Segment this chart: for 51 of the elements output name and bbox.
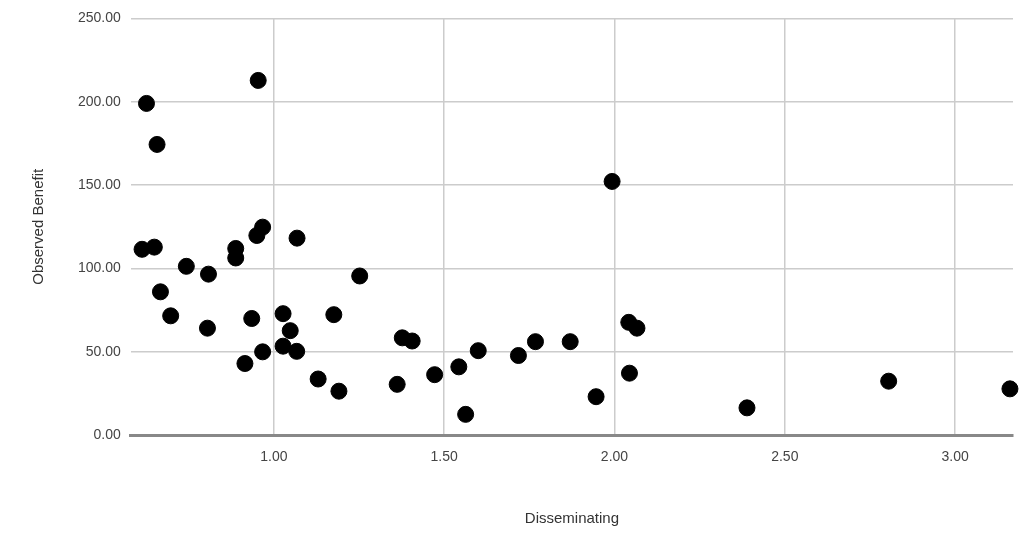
y-tick-label: 150.00 xyxy=(77,175,122,192)
y-tick-label: 50.00 xyxy=(85,342,122,359)
point xyxy=(177,257,195,275)
point xyxy=(288,342,306,360)
y-tick-label: 250.00 xyxy=(77,9,122,26)
point xyxy=(309,370,327,388)
point xyxy=(351,267,369,285)
point xyxy=(243,310,261,327)
x-tick-label: 1.50 xyxy=(430,448,459,465)
point xyxy=(236,355,254,373)
y-axis-title: Observed Benefit xyxy=(29,168,47,285)
point xyxy=(603,172,621,190)
point xyxy=(199,265,217,283)
point xyxy=(145,238,163,256)
point xyxy=(587,388,605,406)
y-tick-label: 200.00 xyxy=(77,92,122,109)
point xyxy=(281,322,299,340)
point xyxy=(628,319,646,337)
point xyxy=(274,337,292,355)
point xyxy=(330,382,348,400)
point xyxy=(738,399,756,417)
point xyxy=(137,94,155,112)
point xyxy=(526,333,544,351)
point xyxy=(509,347,527,365)
point xyxy=(198,319,216,337)
point xyxy=(457,405,475,423)
point xyxy=(426,366,444,384)
point xyxy=(254,218,272,236)
y-tick-label: 100.00 xyxy=(77,259,122,276)
point xyxy=(1001,380,1019,398)
point xyxy=(148,135,166,153)
point xyxy=(450,358,468,376)
x-tick-label: 3.00 xyxy=(941,448,969,465)
point xyxy=(151,283,169,301)
point xyxy=(388,375,406,393)
x-tick-label: 1.00 xyxy=(260,448,288,465)
point xyxy=(254,343,272,361)
point xyxy=(325,306,343,324)
point xyxy=(620,364,638,382)
y-tick-label: 0.00 xyxy=(93,426,122,443)
point xyxy=(469,342,487,360)
point xyxy=(561,333,579,351)
point xyxy=(403,332,421,350)
point xyxy=(162,307,180,325)
point xyxy=(880,372,898,390)
x-axis-title: Disseminating xyxy=(524,509,620,527)
x-tick-label: 2.00 xyxy=(600,448,629,465)
x-tick-label: 2.50 xyxy=(771,448,799,465)
point xyxy=(274,305,292,323)
point xyxy=(288,229,306,247)
point xyxy=(249,71,267,89)
